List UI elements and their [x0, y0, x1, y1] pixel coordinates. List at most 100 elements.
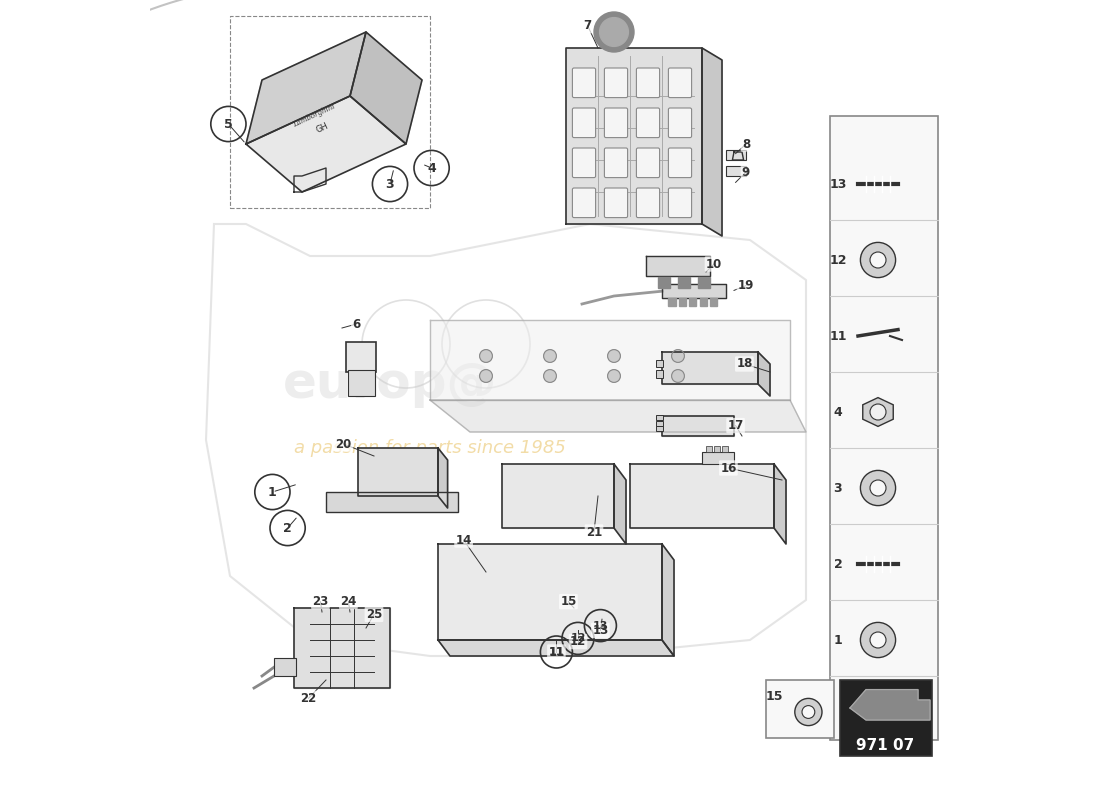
- Circle shape: [860, 242, 895, 278]
- FancyBboxPatch shape: [604, 148, 628, 178]
- Text: 21: 21: [586, 526, 602, 538]
- Text: 6: 6: [352, 318, 361, 330]
- Polygon shape: [646, 256, 710, 276]
- Bar: [706, 446, 712, 452]
- Bar: [679, 298, 686, 306]
- Polygon shape: [662, 352, 758, 384]
- Bar: [722, 446, 727, 452]
- FancyBboxPatch shape: [637, 188, 660, 218]
- Bar: [830, 116, 938, 740]
- Polygon shape: [850, 690, 930, 720]
- Polygon shape: [614, 464, 626, 544]
- Polygon shape: [246, 32, 366, 144]
- Polygon shape: [758, 352, 770, 396]
- Text: 12: 12: [570, 634, 585, 643]
- Text: 11: 11: [549, 647, 564, 657]
- Text: a passion for parts since 1985: a passion for parts since 1985: [294, 439, 565, 457]
- FancyBboxPatch shape: [572, 148, 595, 178]
- Polygon shape: [630, 464, 774, 528]
- Text: 22: 22: [300, 692, 317, 705]
- Text: 14: 14: [455, 534, 472, 546]
- Bar: [657, 426, 663, 431]
- Bar: [326, 492, 458, 512]
- Polygon shape: [662, 284, 726, 298]
- Text: Lamborghini: Lamborghini: [292, 102, 337, 130]
- Polygon shape: [350, 32, 422, 144]
- Polygon shape: [733, 152, 744, 160]
- Polygon shape: [438, 448, 448, 508]
- FancyBboxPatch shape: [572, 68, 595, 98]
- Bar: [698, 277, 710, 288]
- Text: 9: 9: [741, 166, 750, 178]
- Text: 3: 3: [386, 178, 394, 190]
- Text: GH: GH: [315, 122, 330, 134]
- Circle shape: [672, 350, 684, 362]
- Circle shape: [802, 706, 815, 718]
- Text: 1: 1: [834, 634, 843, 646]
- Bar: [710, 298, 717, 306]
- Text: 23: 23: [312, 595, 329, 608]
- Text: 10: 10: [706, 258, 722, 270]
- Bar: [702, 452, 734, 464]
- FancyBboxPatch shape: [604, 188, 628, 218]
- Circle shape: [543, 350, 557, 362]
- Text: 1: 1: [268, 486, 277, 498]
- Text: 16: 16: [720, 462, 737, 474]
- Circle shape: [860, 470, 895, 506]
- Circle shape: [594, 12, 634, 52]
- Text: 20: 20: [336, 438, 352, 450]
- Text: 12: 12: [829, 254, 847, 266]
- Text: 4: 4: [834, 406, 843, 418]
- Text: 2: 2: [283, 522, 292, 534]
- Polygon shape: [662, 416, 734, 436]
- FancyBboxPatch shape: [604, 68, 628, 98]
- Bar: [657, 370, 663, 378]
- Bar: [678, 277, 690, 288]
- Bar: [657, 360, 663, 367]
- Bar: [346, 342, 376, 372]
- Polygon shape: [566, 48, 702, 224]
- Polygon shape: [430, 320, 790, 400]
- Text: 5: 5: [224, 118, 233, 130]
- Polygon shape: [358, 448, 438, 496]
- Text: 13: 13: [592, 624, 608, 637]
- Text: 15: 15: [766, 690, 783, 702]
- Circle shape: [480, 350, 493, 362]
- Polygon shape: [438, 640, 674, 656]
- Text: 2: 2: [834, 558, 843, 570]
- Text: 24: 24: [340, 595, 356, 608]
- FancyBboxPatch shape: [637, 148, 660, 178]
- Circle shape: [543, 370, 557, 382]
- Polygon shape: [294, 608, 390, 688]
- Text: 7: 7: [583, 19, 592, 32]
- Bar: [657, 421, 663, 426]
- FancyBboxPatch shape: [669, 188, 692, 218]
- Text: 11: 11: [548, 646, 564, 658]
- FancyBboxPatch shape: [572, 188, 595, 218]
- FancyBboxPatch shape: [669, 148, 692, 178]
- FancyBboxPatch shape: [572, 108, 595, 138]
- Text: 19: 19: [738, 279, 755, 292]
- Circle shape: [795, 698, 822, 726]
- FancyBboxPatch shape: [637, 68, 660, 98]
- FancyBboxPatch shape: [604, 108, 628, 138]
- Text: 13: 13: [829, 178, 847, 190]
- Text: 17: 17: [727, 419, 744, 432]
- Bar: [726, 150, 746, 160]
- Circle shape: [860, 622, 895, 658]
- Bar: [658, 277, 670, 288]
- Bar: [669, 298, 675, 306]
- Text: 4: 4: [427, 162, 436, 174]
- Text: 25: 25: [366, 608, 382, 621]
- Text: 18: 18: [736, 358, 752, 370]
- Circle shape: [870, 404, 886, 420]
- Text: 12: 12: [570, 635, 586, 648]
- Text: 3: 3: [834, 482, 843, 494]
- Text: 13: 13: [593, 621, 608, 630]
- Bar: [714, 446, 719, 452]
- FancyBboxPatch shape: [669, 108, 692, 138]
- Bar: [726, 166, 746, 176]
- Circle shape: [672, 370, 684, 382]
- Polygon shape: [502, 464, 614, 528]
- Polygon shape: [246, 96, 406, 192]
